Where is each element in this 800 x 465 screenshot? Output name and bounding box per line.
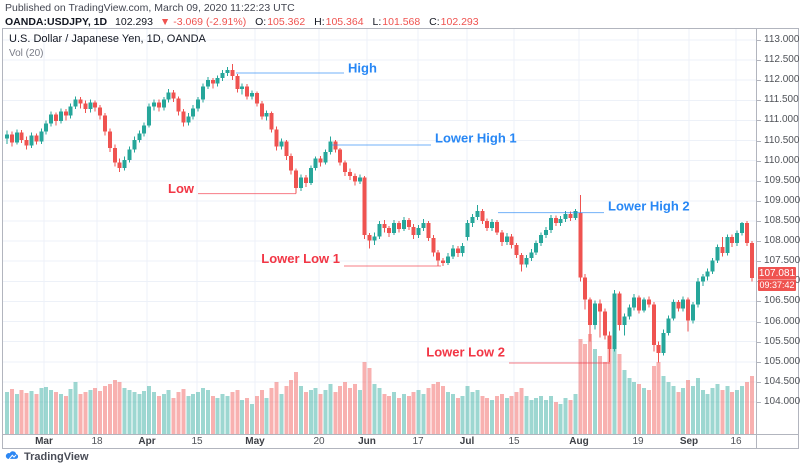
tick-dash bbox=[757, 381, 761, 383]
time-tick: 16 bbox=[730, 436, 742, 447]
time-tick: 17 bbox=[412, 436, 424, 447]
annotation-lower-high-1: Lower High 1 bbox=[331, 131, 517, 146]
time-tick: Jul bbox=[459, 436, 475, 447]
tick-dash bbox=[757, 160, 761, 162]
annotation-lower-low-1: Lower Low 1 bbox=[261, 251, 441, 267]
tick-dash bbox=[757, 261, 761, 263]
price-tick: 106.000 bbox=[757, 316, 800, 328]
annotation-high: High bbox=[236, 61, 377, 76]
tick-dash bbox=[757, 221, 761, 222]
time-tick: May bbox=[245, 436, 265, 447]
time-tick: Mar bbox=[35, 436, 53, 447]
tick-dash bbox=[757, 180, 761, 182]
time-tick: 15 bbox=[191, 436, 203, 447]
tradingview-brand-text[interactable]: TradingView bbox=[24, 450, 89, 463]
annotation-label: Lower High 1 bbox=[435, 131, 517, 146]
tick-dash bbox=[757, 241, 761, 243]
price-tick: 110.500 bbox=[757, 135, 799, 147]
candles bbox=[5, 64, 754, 363]
time-tick: 19 bbox=[632, 436, 644, 447]
close-label: C: bbox=[429, 16, 440, 28]
price-tick: 113.000 bbox=[757, 34, 799, 46]
time-tick: 20 bbox=[313, 436, 325, 447]
high-value: 105.364 bbox=[325, 16, 364, 28]
price-tick: 111.000 bbox=[757, 114, 799, 126]
gridlines bbox=[3, 29, 756, 434]
low-label: L: bbox=[372, 16, 382, 28]
price-tick: 111.500 bbox=[757, 94, 799, 106]
annotation-label: Lower High 2 bbox=[608, 199, 690, 214]
low-value: 101.568 bbox=[382, 16, 421, 28]
close-value: 102.293 bbox=[440, 16, 479, 28]
last-price-value: 107.081 bbox=[758, 268, 796, 280]
bar-countdown: 09:37:42 bbox=[758, 279, 796, 291]
last-price-badge: 107.081 09:37:42 bbox=[758, 267, 796, 292]
footer: TradingView bbox=[5, 449, 89, 464]
tick-dash bbox=[757, 361, 761, 363]
annotation-label: Lower Low 2 bbox=[426, 345, 505, 360]
tick-dash bbox=[757, 100, 761, 102]
price-tick: 105.000 bbox=[757, 356, 800, 368]
tick-dash bbox=[757, 301, 761, 303]
volume-bars bbox=[5, 334, 754, 434]
price-tick: 104.500 bbox=[757, 376, 800, 388]
axis-corner bbox=[757, 434, 798, 448]
time-tick: 18 bbox=[91, 436, 103, 447]
time-tick: 15 bbox=[508, 436, 520, 447]
tick-dash bbox=[757, 402, 761, 403]
price-tick: 112.500 bbox=[757, 54, 799, 66]
price-tick: 109.000 bbox=[757, 195, 800, 207]
annotation-low: Low bbox=[168, 181, 296, 196]
tradingview-logo-icon[interactable] bbox=[5, 451, 20, 462]
open-value: 105.362 bbox=[267, 16, 306, 28]
price-tick: 106.500 bbox=[757, 295, 800, 307]
price-tick: 104.000 bbox=[757, 396, 800, 408]
high-label: H: bbox=[314, 16, 325, 28]
price-axis[interactable]: 113.000 112.500 112.000 111.500 111.000 110.5… bbox=[757, 29, 800, 434]
down-arrow-icon: ▼ bbox=[159, 16, 171, 28]
price-tick: 108.500 bbox=[757, 215, 800, 227]
time-tick: Apr bbox=[138, 436, 156, 447]
time-tick: Aug bbox=[569, 436, 589, 447]
tick-dash bbox=[757, 80, 761, 82]
price-tick: 108.000 bbox=[757, 235, 800, 247]
price-change: -3.069 (-2.91%) bbox=[173, 16, 247, 28]
annotation-lower-high-2: Lower High 2 bbox=[498, 199, 690, 214]
tick-dash bbox=[757, 341, 761, 343]
tick-dash bbox=[757, 200, 761, 202]
time-tick: Jun bbox=[358, 436, 376, 447]
tick-dash bbox=[757, 60, 761, 62]
plot-svg[interactable]: High Lower High 1 Low Lower High 2 Lower Low… bbox=[3, 29, 756, 434]
symbol-name: OANDA:USDJPY, 1D bbox=[5, 16, 108, 28]
chart-plot-area[interactable]: High Lower High 1 Low Lower High 2 Lower Low… bbox=[3, 29, 757, 434]
annotation-label: Lower Low 1 bbox=[261, 251, 340, 266]
snapshot-header: Published on TradingView.com, March 09, … bbox=[5, 2, 479, 28]
price-tick: 105.500 bbox=[757, 336, 800, 348]
time-tick: Sep bbox=[679, 436, 699, 447]
published-line: Published on TradingView.com, March 09, … bbox=[5, 2, 295, 14]
time-axis[interactable]: Mar 18 Apr 15 May 20 Jun 17 Jul 15 Aug 19 Sep 16 bbox=[3, 434, 757, 448]
annotation-lower-low-2: Lower Low 2 bbox=[426, 345, 610, 364]
annotation-label: High bbox=[348, 61, 377, 76]
price-tick: 110.000 bbox=[757, 155, 799, 167]
tick-dash bbox=[757, 40, 761, 41]
annotation-label: Low bbox=[168, 181, 195, 196]
price-tick: 112.000 bbox=[757, 74, 799, 86]
tick-dash bbox=[757, 140, 761, 142]
chart-container: High Lower High 1 Low Lower High 2 Lower Low… bbox=[2, 28, 800, 449]
last-price: 102.293 bbox=[115, 16, 153, 28]
tick-dash bbox=[757, 321, 761, 323]
tick-dash bbox=[757, 120, 761, 122]
open-label: O: bbox=[255, 16, 267, 28]
price-tick: 107.500 bbox=[757, 255, 800, 267]
ticker-line: OANDA:USDJPY, 1D 102.293 ▼ -3.069 (-2.91… bbox=[5, 16, 479, 28]
price-tick: 109.500 bbox=[757, 175, 800, 187]
